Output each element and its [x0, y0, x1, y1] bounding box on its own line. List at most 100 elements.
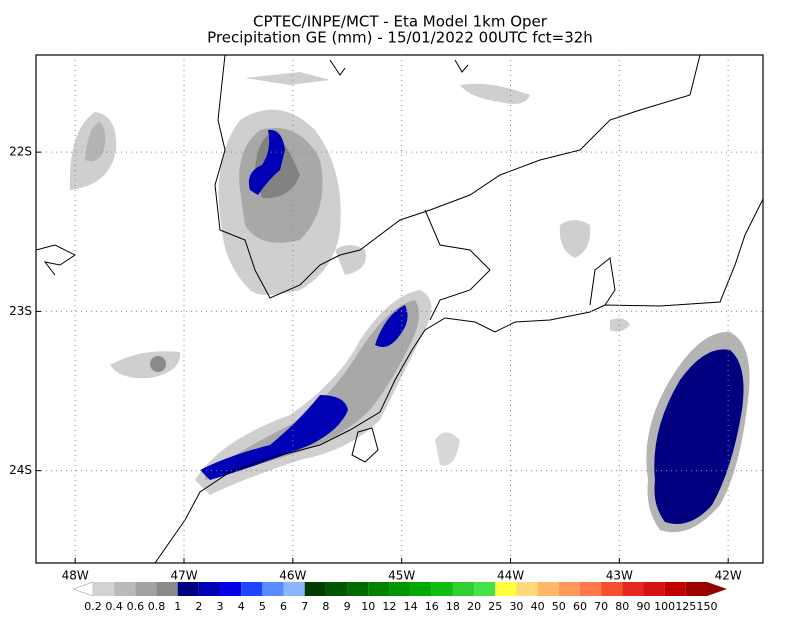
- precip-area: [335, 245, 366, 275]
- colorbar-label: 8: [322, 600, 329, 613]
- colorbar-box: [516, 582, 538, 596]
- x-tick-label: 45W: [388, 569, 415, 583]
- precip-area: [610, 318, 630, 332]
- precip-area: [435, 432, 460, 466]
- x-tick-label: 48W: [62, 569, 89, 583]
- colorbar-box: [368, 582, 390, 596]
- colorbar-label: 90: [636, 600, 650, 613]
- x-tick-label: 42W: [715, 569, 742, 583]
- colorbar-label: 7: [301, 600, 308, 613]
- colorbar-box: [474, 582, 496, 596]
- precip-area: [85, 122, 106, 162]
- colorbar-box: [262, 582, 284, 596]
- precipitation-field: [69, 72, 750, 533]
- precip-area: [654, 349, 744, 524]
- precip-area: [150, 356, 166, 372]
- colorbar-label: 25: [488, 600, 502, 613]
- colorbar-box: [495, 582, 517, 596]
- colorbar-label: 40: [531, 600, 545, 613]
- x-tick-label: 44W: [497, 569, 524, 583]
- y-tick-label: 24S: [9, 463, 32, 477]
- colorbar-label: 6: [280, 600, 287, 613]
- state-border: [214, 55, 701, 299]
- title-line-1: CPTEC/INPE/MCT - Eta Model 1km Oper: [253, 13, 548, 31]
- colorbar-box: [685, 582, 707, 596]
- precip-area: [205, 300, 419, 480]
- colorbar-label: 9: [344, 600, 351, 613]
- colorbar-label: 50: [552, 600, 566, 613]
- colorbar-label: 3: [217, 600, 224, 613]
- colorbar-label: 125: [675, 600, 696, 613]
- precip-area: [200, 395, 348, 480]
- colorbar-label: 80: [615, 600, 629, 613]
- colorbar-box: [558, 582, 580, 596]
- x-tick-label: 46W: [279, 569, 306, 583]
- river: [329, 59, 346, 76]
- colorbar-label: 150: [697, 600, 718, 613]
- river: [36, 244, 76, 276]
- colorbar-box: [410, 582, 432, 596]
- precip-area: [559, 220, 591, 258]
- colorbar-label: 70: [594, 600, 608, 613]
- colorbar-box: [389, 582, 411, 596]
- colorbar-label: 0.6: [127, 600, 145, 613]
- colorbar-label: 5: [259, 600, 266, 613]
- colorbar-label: 16: [425, 600, 439, 613]
- colorbar-label: 18: [446, 600, 460, 613]
- colorbar-box: [304, 582, 326, 596]
- colorbar-under: [72, 581, 94, 597]
- colorbar-label: 0.4: [105, 600, 123, 613]
- colorbar-label: 20: [467, 600, 481, 613]
- river: [454, 59, 469, 73]
- colorbar-box: [643, 582, 665, 596]
- colorbar-box: [93, 582, 115, 596]
- colorbar-box: [114, 582, 136, 596]
- colorbar-box: [452, 582, 475, 596]
- colorbar-box: [347, 582, 369, 596]
- boundaries: [36, 55, 763, 563]
- precip-area: [110, 351, 181, 379]
- colorbar-box: [283, 582, 305, 596]
- colorbar-box: [135, 582, 157, 596]
- precip-area: [245, 72, 330, 85]
- colorbar-box: [601, 582, 623, 596]
- colorbar-box: [241, 582, 263, 596]
- map-frame: [35, 54, 764, 564]
- precip-area: [248, 129, 285, 195]
- y-tick-label: 23S: [9, 304, 32, 318]
- colorbar-label: 10: [361, 600, 375, 613]
- colorbar-label: 0.8: [148, 600, 166, 613]
- precip-area: [375, 305, 408, 348]
- colorbar-label: 2: [195, 600, 202, 613]
- colorbar-label: 100: [654, 600, 675, 613]
- colorbar-label: 1: [174, 600, 181, 613]
- colorbar-label: 30: [509, 600, 523, 613]
- coastline: [154, 197, 763, 563]
- island: [351, 427, 379, 463]
- precip-area: [460, 83, 530, 104]
- colorbar-box: [325, 582, 348, 596]
- colorbar-box: [622, 582, 644, 596]
- colorbar-label: 4: [238, 600, 245, 613]
- colorbar-label: 12: [382, 600, 396, 613]
- colorbar-label: 60: [573, 600, 587, 613]
- colorbar-box: [431, 582, 453, 596]
- colorbar-box: [579, 582, 602, 596]
- colorbar-box: [537, 582, 559, 596]
- colorbar-box: [664, 582, 686, 596]
- state-border: [589, 257, 616, 306]
- colorbar-box: [177, 582, 199, 596]
- y-tick-label: 22S: [9, 145, 32, 159]
- title-line-2: Precipitation GE (mm) - 15/01/2022 00UTC…: [207, 29, 593, 47]
- x-tick-label: 47W: [170, 569, 197, 583]
- x-tick-label: 43W: [606, 569, 633, 583]
- colorbar-over: [707, 582, 727, 596]
- colorbar-label: 0.2: [84, 600, 102, 613]
- colorbar-label: 14: [404, 600, 418, 613]
- state-border: [424, 209, 491, 321]
- colorbar-box: [220, 582, 242, 596]
- colorbar-box: [198, 582, 221, 596]
- colorbar-box: [156, 582, 178, 596]
